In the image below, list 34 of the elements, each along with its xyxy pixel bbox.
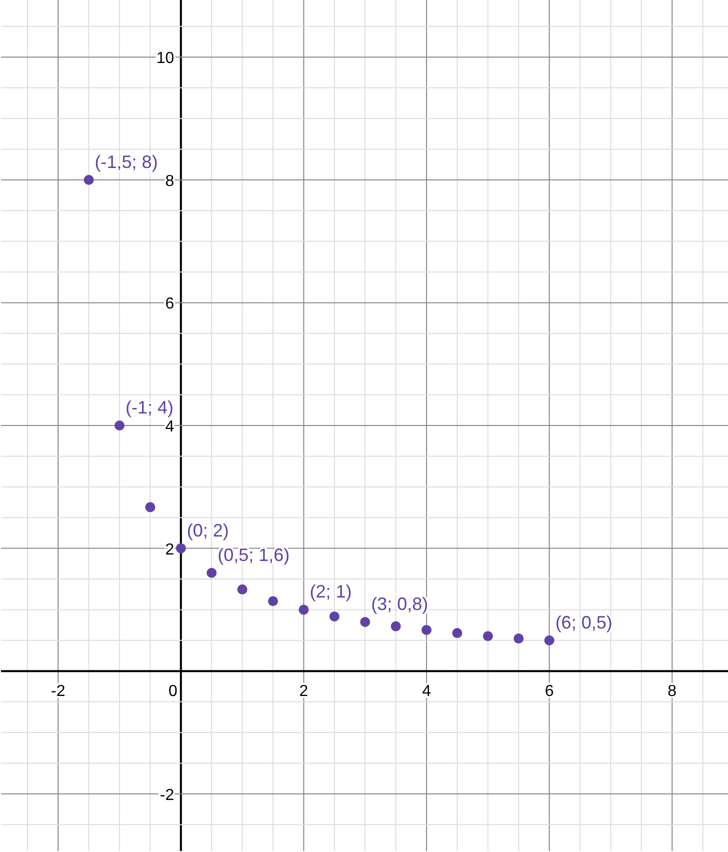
point <box>544 635 554 646</box>
x-tick-label: 6 <box>544 682 554 700</box>
y-tick-label: 8 <box>165 172 174 190</box>
y-tick-label: 2 <box>165 541 174 558</box>
data-label: (-1; 4) <box>126 398 174 418</box>
y-tick-label: 4 <box>165 418 174 436</box>
point <box>298 604 309 615</box>
x-tick-label: 4 <box>422 682 432 700</box>
point <box>329 611 340 622</box>
data-label: (0,5; 1,6) <box>218 544 290 565</box>
y-tick-label: -2 <box>160 786 174 804</box>
point <box>360 616 370 627</box>
x-tick-label: 2 <box>299 682 308 700</box>
y-tick-label: 10 <box>156 50 174 68</box>
x-tick-label: 0 <box>168 682 178 700</box>
data-label: (2; 1) <box>310 582 352 602</box>
y-tick-label: 6 <box>165 296 174 313</box>
point <box>268 596 278 606</box>
x-tick-label: 8 <box>668 682 677 700</box>
point <box>145 502 156 512</box>
point <box>390 621 401 632</box>
point <box>482 631 493 642</box>
point <box>514 634 524 644</box>
point <box>237 584 248 594</box>
point <box>206 568 217 578</box>
point <box>114 420 125 430</box>
data-label: (-1,5; 8) <box>94 152 158 172</box>
point <box>84 174 94 185</box>
x-tick-label: -2 <box>50 682 66 700</box>
data-label: (0; 2) <box>186 520 229 540</box>
point <box>452 628 462 638</box>
point <box>176 543 186 554</box>
point <box>422 624 432 635</box>
data-label: (6; 0,5) <box>555 612 612 632</box>
